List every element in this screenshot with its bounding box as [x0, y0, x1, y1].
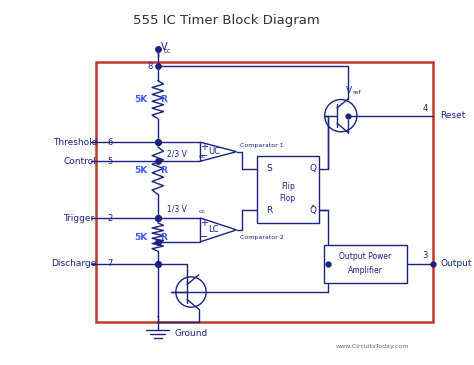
Text: Ground: Ground	[175, 329, 208, 338]
Text: Trigger: Trigger	[63, 214, 94, 223]
Text: 6: 6	[108, 138, 113, 147]
Text: ref: ref	[352, 91, 361, 95]
Text: 7: 7	[108, 259, 113, 268]
Text: 5K: 5K	[134, 95, 147, 104]
Text: Q: Q	[310, 164, 317, 173]
Text: Amplifier: Amplifier	[348, 266, 383, 275]
Text: Comparator 1: Comparator 1	[240, 143, 284, 149]
Text: 3: 3	[422, 251, 428, 261]
Text: Reset: Reset	[440, 111, 466, 120]
Text: 555 IC Timer Block Diagram: 555 IC Timer Block Diagram	[133, 14, 319, 27]
Bar	[257, 157, 319, 223]
Text: 1/3 V: 1/3 V	[167, 204, 187, 213]
Text: 5K: 5K	[134, 166, 147, 175]
Bar	[96, 62, 433, 322]
Text: Output Power: Output Power	[339, 253, 392, 261]
Text: V: V	[161, 42, 167, 53]
Text: cc: cc	[164, 48, 171, 54]
Text: Threshold: Threshold	[54, 138, 98, 147]
Text: R: R	[160, 95, 167, 104]
Text: Output: Output	[440, 259, 472, 268]
Text: 2: 2	[108, 214, 113, 223]
Text: Flip: Flip	[281, 182, 294, 191]
Text: 5K: 5K	[134, 233, 147, 242]
Text: Discharge: Discharge	[51, 259, 96, 268]
Text: −: −	[200, 232, 209, 242]
Text: 4: 4	[422, 104, 428, 112]
Text: Control: Control	[63, 157, 96, 166]
Text: Comparator 2: Comparator 2	[240, 235, 284, 241]
Text: Flop: Flop	[280, 194, 296, 203]
Text: 8: 8	[147, 62, 153, 71]
Text: −: −	[200, 151, 209, 161]
Text: R: R	[266, 206, 272, 215]
Text: +: +	[201, 142, 208, 152]
Text: cc: cc	[199, 209, 206, 214]
Text: 5: 5	[108, 157, 113, 166]
Text: Q: Q	[310, 206, 317, 215]
Bar	[324, 245, 407, 283]
Text: R: R	[160, 233, 167, 242]
Text: 1: 1	[155, 316, 160, 325]
Text: +: +	[201, 218, 208, 228]
Text: 2/3 V: 2/3 V	[167, 149, 187, 158]
Text: www.CircuitsToday.com: www.CircuitsToday.com	[336, 343, 409, 349]
Text: V: V	[346, 85, 352, 95]
Text: R: R	[160, 166, 167, 175]
Text: UC: UC	[208, 147, 220, 156]
Text: S: S	[266, 164, 272, 173]
Text: cc: cc	[199, 154, 206, 159]
Text: LC: LC	[209, 226, 219, 234]
